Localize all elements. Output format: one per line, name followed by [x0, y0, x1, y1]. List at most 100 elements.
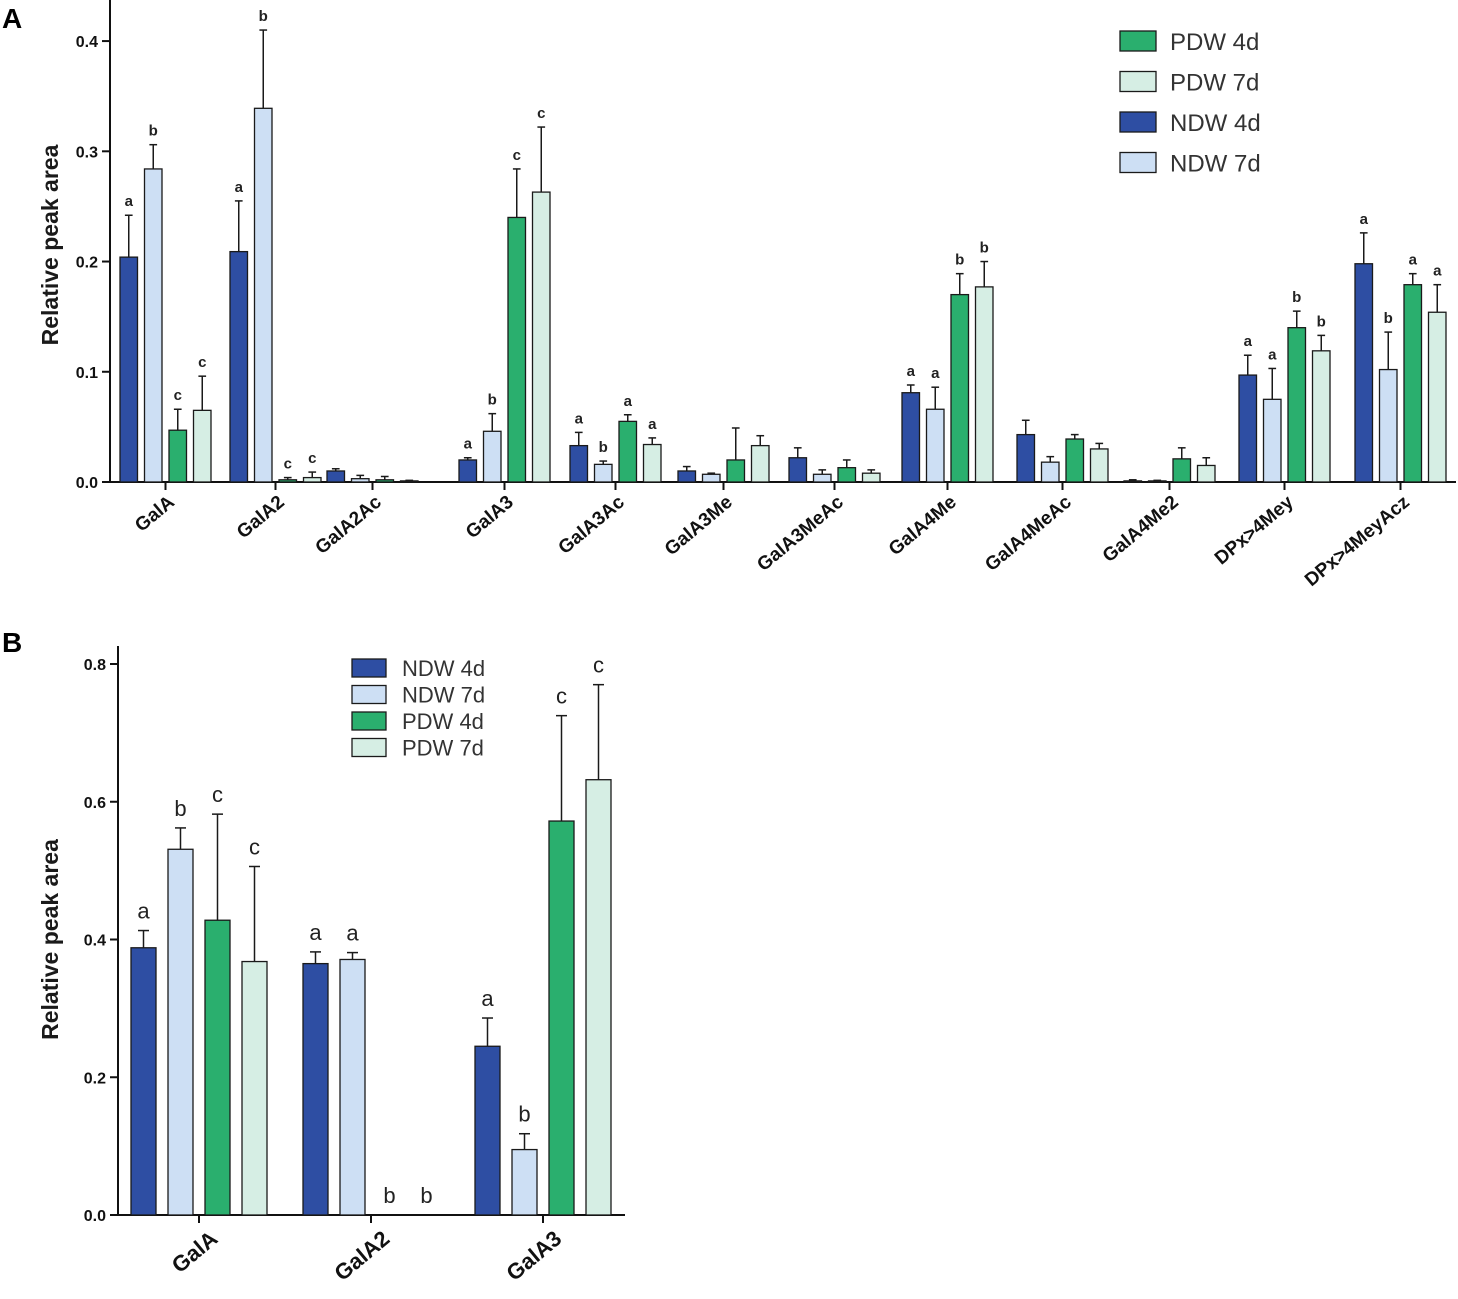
significance-label: a	[235, 179, 244, 196]
significance-label: a	[1268, 346, 1277, 363]
category-label: GalA2Ac	[312, 491, 387, 558]
significance-label: c	[308, 450, 316, 467]
legend-label-pdw-7d: PDW 7d	[402, 736, 484, 761]
category-label: GalA	[131, 492, 179, 537]
significance-label: a	[931, 365, 940, 382]
bar-ndw-4d-gala2	[229, 250, 249, 483]
significance-label: a	[1360, 211, 1369, 228]
bar-ndw-4d-gala3	[458, 459, 478, 483]
bar-ndw-7d-gala3	[482, 430, 502, 483]
bar-pdw-7d-gala3me	[750, 444, 770, 483]
bar-ndw-7d-gala3ac	[593, 463, 613, 483]
significance-label: c	[593, 653, 604, 678]
bar-pdw-7d-gala	[192, 409, 212, 483]
bar-ndw-4d-gala3ac	[569, 444, 589, 483]
bar-pdw-7d-gala3	[531, 191, 551, 483]
significance-label: b	[980, 240, 989, 257]
significance-label: a	[464, 436, 473, 453]
bar-pdw-4d-gala3ac	[618, 420, 638, 483]
y-tick-label: 0.8	[84, 657, 106, 674]
bar-ndw-7d-gala	[143, 168, 163, 483]
bar-pdw-4d-gala4me	[950, 293, 970, 483]
significance-label: b	[1317, 313, 1326, 330]
legend-label-pdw-4d: PDW 4d	[1170, 29, 1259, 56]
legend-swatch-pdw-4d	[351, 711, 387, 731]
legend-label-ndw-4d: NDW 4d	[1170, 110, 1261, 137]
legend-swatch-ndw-4d	[351, 658, 387, 678]
bar-ndw-7d-dpx-4mey	[1262, 398, 1282, 483]
bar-ndw-4d-gala	[130, 947, 157, 1216]
significance-label: b	[1384, 310, 1393, 327]
panel-a-letter: A	[2, 3, 22, 34]
significance-label: b	[955, 252, 964, 269]
y-tick-label: 0.2	[76, 255, 98, 272]
category-label: GalA3	[501, 1226, 566, 1286]
legend-swatch-pdw-7d	[1119, 70, 1157, 93]
category-label: GalA3Me	[661, 492, 737, 560]
bar-ndw-4d-dpx-4mey	[1238, 374, 1258, 483]
bar-pdw-4d-gala3me	[726, 459, 746, 483]
significance-label: a	[346, 921, 359, 946]
bar-pdw-4d-gala3	[548, 820, 575, 1216]
bar-pdw-7d-gala3meac	[861, 472, 881, 483]
category-label: GalA3	[462, 492, 518, 543]
significance-label: a	[907, 363, 916, 380]
bar-pdw-7d-gala	[241, 960, 268, 1216]
bar-ndw-7d-gala3	[511, 1148, 538, 1216]
significance-label: b	[518, 1102, 530, 1127]
legend-label-pdw-7d: PDW 7d	[1170, 70, 1259, 97]
bar-pdw-7d-gala2	[302, 476, 322, 483]
category-label: GalA3Ac	[555, 491, 630, 558]
significance-label: b	[259, 8, 268, 25]
significance-label: a	[648, 416, 657, 433]
legend-label-pdw-4d: PDW 4d	[402, 709, 484, 734]
bar-pdw-4d-gala	[168, 429, 188, 483]
significance-label: c	[284, 456, 292, 473]
legend-label-ndw-4d: NDW 4d	[402, 656, 485, 681]
bar-ndw-4d-gala4meac	[1016, 433, 1036, 483]
bar-ndw-4d-gala2	[302, 962, 329, 1216]
bar-ndw-7d-gala3meac	[812, 473, 832, 483]
significance-label: b	[383, 1183, 395, 1208]
bar-ndw-7d-gala	[167, 848, 194, 1216]
bar-ndw-4d-gala	[119, 256, 139, 483]
bar-pdw-4d-gala3meac	[837, 467, 857, 483]
significance-label: a	[481, 986, 494, 1011]
significance-label: a	[1433, 263, 1442, 280]
bar-pdw-7d-gala3	[585, 779, 612, 1216]
bar-pdw-4d-gala3	[507, 216, 527, 483]
bar-ndw-4d-gala4me2	[1123, 480, 1143, 483]
significance-label: a	[309, 920, 322, 945]
legend-label-ndw-7d: NDW 7d	[1170, 151, 1261, 178]
bar-pdw-4d-gala4me2	[1172, 458, 1192, 483]
y-tick-label: 0.3	[76, 144, 98, 161]
bar-pdw-7d-dpx-4mey	[1311, 350, 1331, 483]
significance-label: c	[212, 782, 223, 807]
significance-label: a	[575, 410, 584, 427]
category-label: DPx>4Mey	[1211, 491, 1298, 569]
category-label: GalA2	[233, 492, 289, 543]
significance-label: c	[513, 147, 521, 164]
bar-ndw-7d-gala3me	[701, 473, 721, 483]
legend-swatch-ndw-7d	[351, 684, 387, 705]
category-label: GalA3MeAc	[753, 491, 848, 575]
bar-ndw-7d-gala4me	[925, 408, 945, 483]
bar-pdw-4d-gala2ac	[375, 479, 395, 483]
bar-pdw-7d-dpx-4meyacz	[1427, 311, 1447, 483]
bar-pdw-4d-dpx-4mey	[1287, 327, 1307, 483]
panel-b-chart: 0.0 0.2 0.4 0.6 0.8 Relative peak area a b c c Gal…	[37, 646, 625, 1286]
category-label: DPx>4MeyAcz	[1301, 492, 1414, 591]
bar-pdw-7d-gala4me2	[1196, 464, 1216, 483]
y-tick-label: 0.1	[76, 365, 98, 382]
y-tick-label: 0.4	[84, 933, 106, 950]
legend-swatch-pdw-7d	[351, 737, 387, 758]
bar-pdw-4d-gala2	[278, 479, 298, 483]
bar-ndw-7d-gala2ac	[350, 478, 370, 483]
y-tick-label: 0.0	[84, 1208, 106, 1225]
bar-ndw-4d-gala3me	[677, 470, 697, 483]
bar-pdw-7d-gala4me	[974, 286, 994, 483]
y-tick-label: 0.0	[76, 475, 98, 492]
category-label: GalA	[167, 1226, 222, 1278]
significance-label: c	[556, 684, 567, 709]
legend-swatch-ndw-4d	[1119, 111, 1157, 133]
